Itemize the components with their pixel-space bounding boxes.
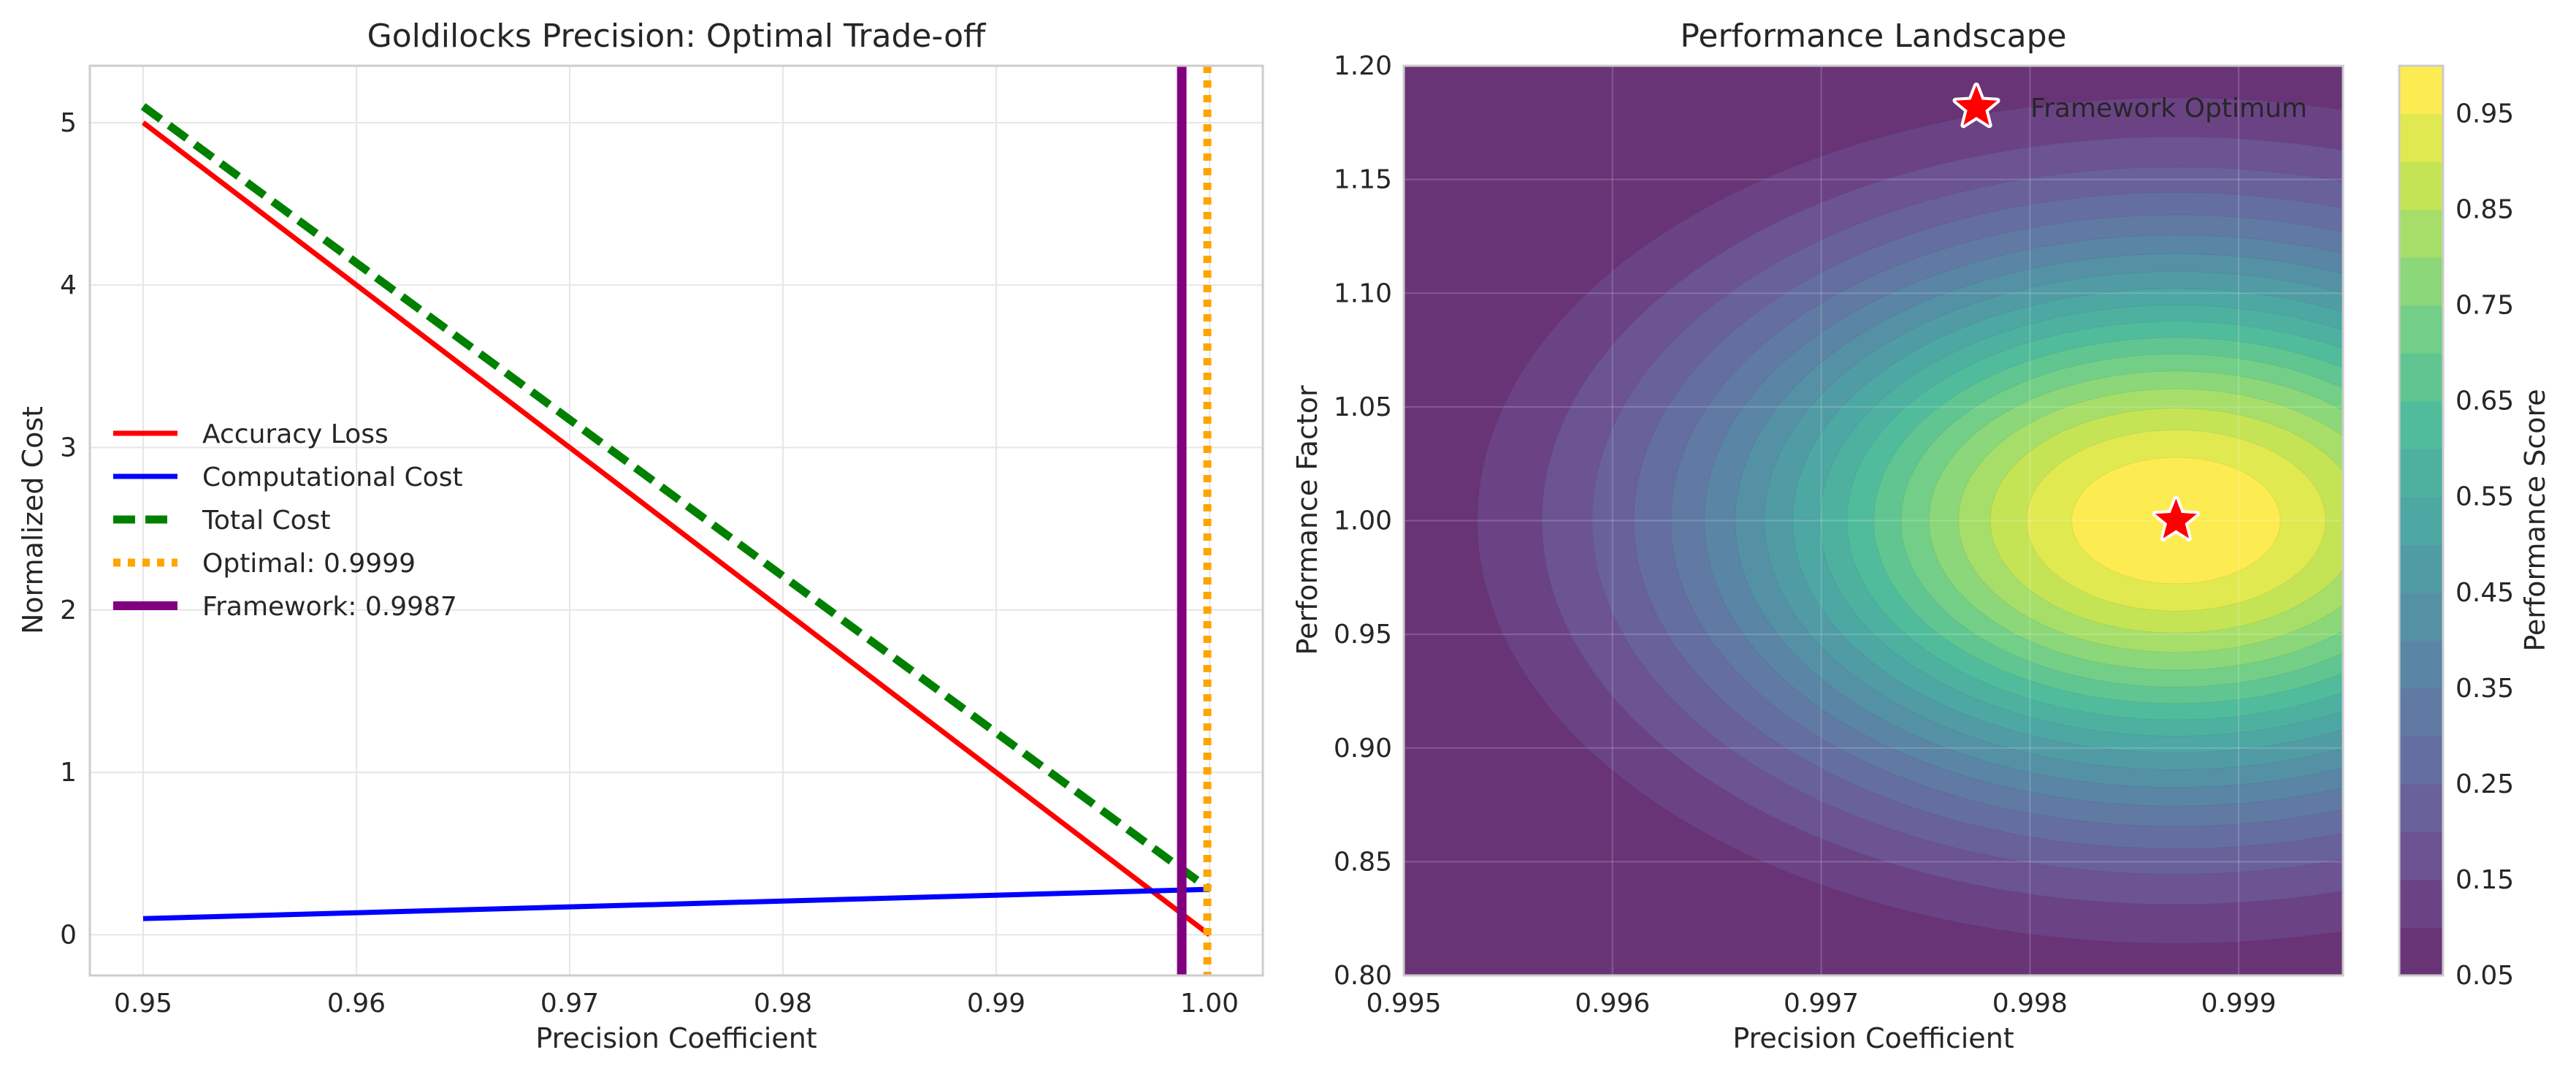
colorbar-tick-label: 0.95 — [2455, 99, 2514, 129]
left-gridlines — [90, 66, 1263, 975]
colorbar-band — [2399, 927, 2443, 976]
right-x-axis-label: Precision Coefficient — [1732, 1022, 2014, 1054]
y-tick-label: 1.10 — [1334, 278, 1392, 308]
y-tick-label: 2 — [60, 595, 77, 625]
left-y-axis-label: Normalized Cost — [17, 406, 49, 634]
legend-label: Accuracy Loss — [202, 419, 389, 449]
star-marker — [2152, 495, 2200, 541]
cost-tradeoff-chart: 0.95 0.96 0.97 0.98 0.99 1.00 0 1 2 3 4 5 Goldilock… — [17, 18, 1264, 1054]
colorbar-band — [2399, 496, 2443, 545]
left-legend: Accuracy Loss Computational Cost Total Cos… — [113, 419, 463, 622]
colorbar-tick-label: 0.35 — [2455, 674, 2514, 704]
right-legend: Framework Optimum — [1952, 83, 2307, 129]
x-tick-label: 0.95 — [114, 989, 172, 1019]
series-line — [140, 103, 1212, 893]
y-tick-label: 4 — [60, 270, 77, 300]
colorbar-band — [2399, 783, 2443, 833]
x-tick-label: 0.98 — [754, 989, 812, 1019]
colorbar-tick-label: 0.45 — [2455, 578, 2514, 608]
right-tick-labels: 0.995 0.996 0.997 0.998 0.999 0.80 0.85 0.90 0.9… — [1334, 51, 2277, 1019]
left-x-axis-label: Precision Coefficient — [535, 1022, 817, 1054]
colorbar-band — [2399, 831, 2443, 880]
colorbar: 0.05 0.15 0.25 0.35 0.45 0.55 0.65 0.75 0.85 0.95… — [2398, 64, 2551, 991]
y-tick-label: 3 — [60, 433, 77, 463]
legend-label: Optimal: 0.9999 — [202, 549, 416, 579]
performance-landscape-chart: 0.995 0.996 0.997 0.998 0.999 0.80 0.85 0.90 0.9… — [1291, 18, 2344, 1054]
colorbar-bands — [2399, 66, 2443, 976]
y-tick-label: 1.05 — [1334, 392, 1392, 422]
colorbar-label: Performance Score — [2519, 389, 2551, 651]
left-chart-title: Goldilocks Precision: Optimal Trade-off — [367, 18, 987, 55]
colorbar-band — [2399, 688, 2443, 737]
y-tick-label: 0.80 — [1334, 961, 1392, 991]
y-tick-label: 1.20 — [1334, 51, 1392, 81]
colorbar-band — [2399, 640, 2443, 689]
colorbar-tick-labels: 0.05 0.15 0.25 0.35 0.45 0.55 0.65 0.75 0.85 0.95 — [2455, 99, 2514, 991]
x-tick-label: 0.995 — [1366, 989, 1441, 1019]
colorbar-band — [2399, 592, 2443, 641]
series-line — [141, 121, 1212, 937]
colorbar-tick-label: 0.85 — [2455, 195, 2514, 225]
colorbar-tick-label: 0.65 — [2455, 387, 2514, 416]
y-tick-label: 0.95 — [1334, 620, 1392, 650]
y-tick-label: 1 — [60, 758, 77, 788]
colorbar-tick-label: 0.75 — [2455, 291, 2514, 321]
right-gridlines — [1404, 66, 2343, 975]
legend-label: Framework: 0.9987 — [202, 592, 457, 622]
colorbar-band — [2399, 305, 2443, 354]
colorbar-band — [2399, 209, 2443, 258]
x-tick-label: 1.00 — [1180, 989, 1239, 1019]
colorbar-tick-label: 0.15 — [2455, 865, 2514, 895]
framework-optimum-marker — [2152, 495, 2200, 541]
left-series — [140, 66, 1212, 975]
y-tick-label: 0.90 — [1334, 734, 1392, 764]
x-tick-label: 0.998 — [1992, 989, 2068, 1019]
right-y-axis-label: Performance Factor — [1291, 385, 1323, 655]
y-tick-label: 0 — [60, 920, 77, 950]
x-tick-label: 0.996 — [1575, 989, 1650, 1019]
y-tick-label: 1.00 — [1334, 506, 1392, 536]
x-tick-label: 0.99 — [967, 989, 1025, 1019]
colorbar-tick-label: 0.05 — [2455, 961, 2514, 991]
colorbar-band — [2399, 736, 2443, 785]
x-tick-label: 0.997 — [1784, 989, 1859, 1019]
colorbar-band — [2399, 66, 2443, 115]
x-tick-label: 0.999 — [2201, 989, 2277, 1019]
colorbar-tick-label: 0.55 — [2455, 482, 2514, 512]
colorbar-band — [2399, 161, 2443, 210]
colorbar-band — [2399, 544, 2443, 593]
colorbar-frame — [2398, 64, 2445, 977]
right-plot-frame — [1402, 64, 2344, 977]
x-tick-label: 0.97 — [540, 989, 599, 1019]
colorbar-band — [2399, 879, 2443, 929]
colorbar-tick-label: 0.25 — [2455, 769, 2514, 799]
colorbar-band — [2399, 400, 2443, 449]
legend-label: Computational Cost — [202, 463, 463, 492]
legend-label: Total Cost — [202, 506, 331, 536]
colorbar-band — [2399, 257, 2443, 306]
legend-star-icon — [1952, 83, 2000, 129]
y-tick-label: 0.85 — [1334, 847, 1392, 877]
colorbar-band — [2399, 449, 2443, 498]
left-tick-labels: 0.95 0.96 0.97 0.98 0.99 1.00 0 1 2 3 4 5 — [60, 108, 1239, 1019]
y-tick-label: 1.15 — [1334, 165, 1392, 195]
colorbar-band — [2399, 353, 2443, 402]
colorbar-band — [2399, 113, 2443, 162]
contour-fill — [1404, 66, 2343, 975]
x-tick-label: 0.96 — [327, 989, 386, 1019]
right-chart-title: Performance Landscape — [1680, 18, 2066, 55]
legend-label: Framework Optimum — [2030, 94, 2307, 123]
left-plot-frame — [88, 64, 1264, 977]
series-line — [142, 886, 1210, 921]
y-tick-label: 5 — [60, 108, 77, 138]
